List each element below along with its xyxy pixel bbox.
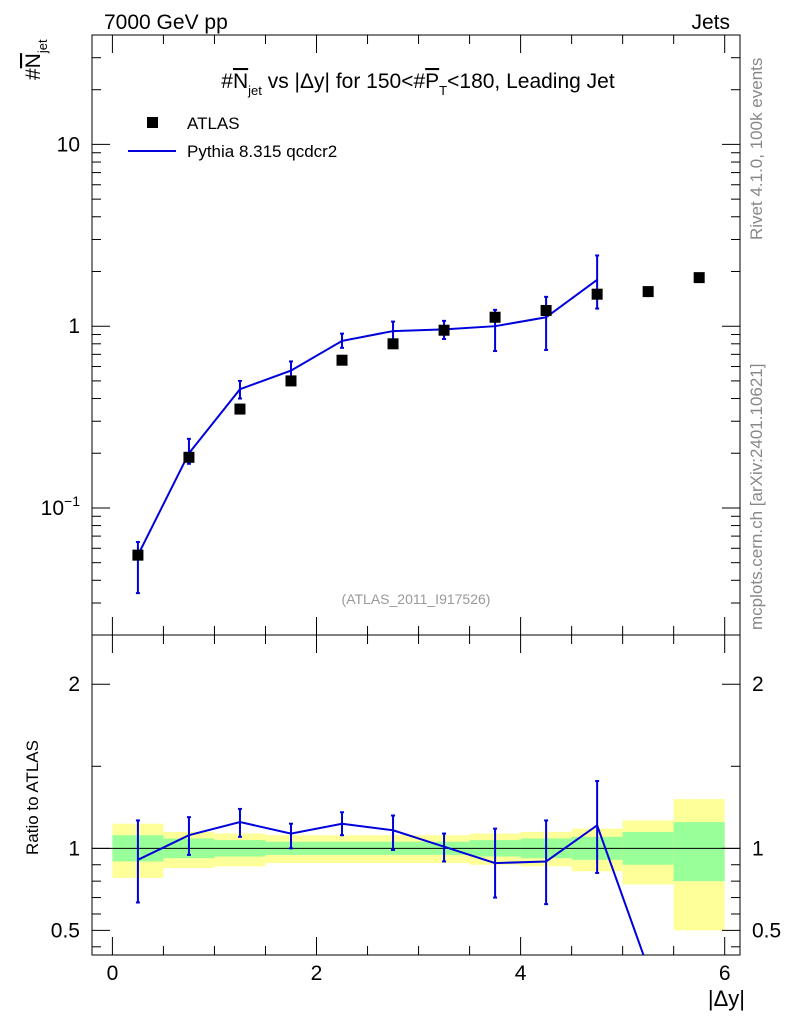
x-tick-label: 0 bbox=[107, 962, 119, 985]
ratio-y-tick-label-right: 1 bbox=[752, 837, 764, 860]
ratio-y-tick-label-left: 2 bbox=[68, 673, 80, 696]
x-axis-label: |Δy| bbox=[708, 986, 745, 1011]
main-y-axis-label: #Njet bbox=[22, 39, 50, 80]
ratio-green-band bbox=[673, 822, 725, 882]
atlas-data-point bbox=[642, 286, 654, 298]
x-tick-label: 4 bbox=[515, 962, 527, 985]
ratio-y-tick-label-right: 0.5 bbox=[752, 919, 781, 942]
legend-label-pythia: Pythia 8.315 qcdcr2 bbox=[187, 142, 337, 161]
ratio-y-tick-label-right: 2 bbox=[752, 673, 764, 696]
ratio-frame bbox=[91, 634, 741, 956]
energy-label: 7000 GeV pp bbox=[104, 11, 228, 34]
x-tick-label: 2 bbox=[311, 962, 323, 985]
atlas-data-point bbox=[540, 304, 552, 316]
atlas-data-point bbox=[438, 324, 450, 336]
atlas-data-point bbox=[234, 403, 246, 415]
main-panel: 10−1 1 10 #Njet vs |Δy| for 150<#PT<180, L… bbox=[22, 34, 741, 636]
atlas-data-point bbox=[183, 451, 195, 463]
plot-title: #Njet vs |Δy| for 150<#PT<180, Leading J… bbox=[221, 70, 615, 98]
category-label: Jets bbox=[691, 11, 730, 34]
mcplots-label: mcplots.cern.ch [arXiv:2401.10621] bbox=[747, 364, 766, 630]
ratio-y-tick-label-left: 1 bbox=[68, 837, 80, 860]
main-axis-ticks bbox=[92, 34, 740, 636]
title-p-symbol: P bbox=[425, 70, 439, 93]
atlas-data-point bbox=[489, 311, 501, 323]
title-n-symbol: N bbox=[233, 70, 248, 93]
analysis-id-label: (ATLAS_2011_I917526) bbox=[342, 591, 491, 607]
ratio-y-tick-label-left: 0.5 bbox=[51, 919, 80, 942]
x-tick-label: 6 bbox=[719, 962, 731, 985]
atlas-data-point bbox=[132, 549, 144, 561]
main-y-tick-label: 1 bbox=[68, 315, 80, 338]
ratio-y-axis-label: Ratio to ATLAS bbox=[23, 740, 42, 855]
atlas-data-point bbox=[591, 288, 603, 300]
pythia-line bbox=[137, 278, 598, 556]
legend-marker-atlas bbox=[147, 117, 158, 128]
main-y-tick-label: 10−1 bbox=[41, 493, 81, 520]
main-y-tick-label: 10 bbox=[57, 133, 80, 156]
ratio-tick-labels: 0.5 0.5 1 1 2 2 0 2 4 6 bbox=[51, 673, 781, 985]
main-series-group bbox=[132, 254, 705, 595]
atlas-data-point bbox=[285, 375, 297, 387]
ratio-panel: 0.5 0.5 1 1 2 2 0 2 4 6 Ratio to ATLAS |Δy| bbox=[23, 634, 781, 1011]
legend: ATLAS Pythia 8.315 qcdcr2 bbox=[128, 114, 337, 161]
ratio-axis-ticks bbox=[92, 635, 740, 955]
legend-label-atlas: ATLAS bbox=[187, 114, 240, 133]
main-y-tick-labels: 10−1 1 10 bbox=[41, 133, 81, 520]
atlas-data-point bbox=[387, 338, 399, 350]
ratio-series-group bbox=[135, 780, 645, 955]
rivet-version-label: Rivet 4.1.0, 100k events bbox=[747, 58, 766, 240]
atlas-data-point bbox=[336, 354, 348, 366]
atlas-data-point bbox=[693, 272, 705, 284]
